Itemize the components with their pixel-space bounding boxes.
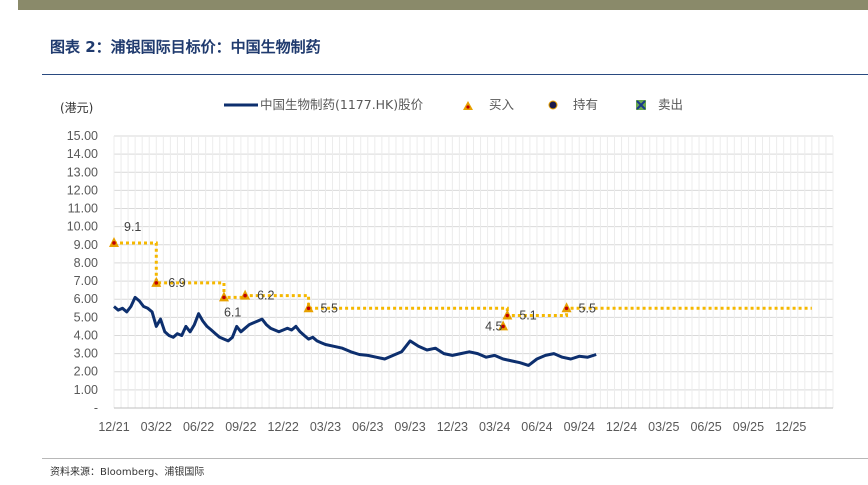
data-label-2: 6.1	[224, 305, 241, 319]
x-tick-label: 09/25	[733, 420, 764, 434]
x-tick-label: 06/24	[521, 420, 552, 434]
data-label-6: 5.1	[519, 309, 536, 323]
y-tick-label: 13.00	[67, 165, 98, 179]
x-tick-label: 12/24	[606, 420, 637, 434]
buy-marker-dot-0	[112, 241, 116, 245]
y-tick-label: 1.00	[74, 383, 98, 397]
y-tick-label: 8.00	[74, 256, 98, 270]
target-price-steps	[114, 241, 812, 318]
y-axis-ticks: - 1.00 2.00 3.00 4.00 5.00 6.00 7.00 8.00 9.00 10.…	[67, 129, 98, 415]
source-note: 资料来源：Bloomberg、浦银国际	[50, 467, 205, 478]
x-tick-label: 12/23	[437, 420, 468, 434]
y-tick-label: 2.00	[74, 365, 98, 379]
chart-legend: 中国生物制药(1177.HK)股价 买入 持有 卖出	[224, 97, 683, 112]
buy-marker-dot-3	[243, 293, 247, 298]
x-tick-label: 06/22	[183, 420, 214, 434]
x-tick-label: 12/25	[775, 420, 806, 434]
price-series	[113, 295, 597, 367]
buy-markers: 9.1 6.9 6.1 6.2 5.5 4.5 5.1 5.5	[109, 220, 596, 333]
legend-label-sell: 卖出	[658, 97, 683, 112]
target-price-line	[114, 241, 812, 318]
legend-label-price: 中国生物制药(1177.HK)股价	[260, 97, 424, 112]
buy-marker-dot-2	[222, 295, 226, 300]
x-axis-ticks: 12/21 03/22 06/22 09/22 12/22 03/23 06/23 09/23…	[98, 420, 806, 434]
price-target-chart: - 1.00 2.00 3.00 4.00 5.00 6.00 7.00 8.00 9.00 10.…	[60, 97, 834, 434]
data-label-3: 6.2	[257, 289, 274, 303]
x-tick-label: 03/25	[648, 420, 679, 434]
y-tick-label: 10.00	[67, 220, 98, 234]
footer-divider	[42, 458, 868, 459]
y-tick-label: -	[94, 401, 98, 415]
y-tick-label: 5.00	[74, 310, 98, 324]
price-line	[113, 295, 597, 367]
triangle-dot-icon	[466, 105, 470, 109]
y-tick-label: 9.00	[74, 238, 98, 252]
x-tick-label: 03/24	[479, 420, 510, 434]
y-tick-label: 3.00	[74, 347, 98, 361]
x-cross-icon	[636, 100, 646, 110]
x-tick-label: 09/24	[564, 420, 595, 434]
y-tick-label: 11.00	[68, 202, 98, 216]
buy-marker-dot-7	[564, 306, 569, 311]
buy-marker-dot-6	[505, 313, 510, 318]
y-axis-unit: (港元)	[60, 101, 93, 115]
x-tick-label: 06/25	[690, 420, 721, 434]
y-tick-label: 14.00	[67, 147, 98, 161]
data-label-7: 5.5	[579, 301, 596, 315]
data-label-0: 9.1	[124, 220, 141, 234]
y-tick-label: 6.00	[74, 292, 98, 306]
figure-title: 图表 2：浦银国际目标价：中国生物制药	[50, 38, 321, 56]
y-tick-label: 4.00	[74, 328, 98, 342]
x-tick-label: 09/22	[225, 420, 256, 434]
top-accent-bar	[18, 0, 868, 10]
y-tick-label: 12.00	[67, 183, 98, 197]
data-label-5: 4.5	[485, 319, 502, 333]
buy-marker-dot-4	[306, 306, 311, 311]
buy-marker-dot-1	[154, 281, 159, 285]
data-label-4: 5.5	[321, 301, 338, 315]
title-divider	[42, 74, 868, 75]
data-label-1: 6.9	[168, 276, 185, 290]
x-tick-label: 03/23	[310, 420, 341, 434]
buy-marker-dot-5	[501, 324, 505, 329]
circle-icon	[548, 100, 558, 110]
y-tick-label: 15.00	[67, 129, 98, 143]
x-tick-label: 12/21	[98, 420, 129, 434]
y-tick-label: 7.00	[74, 274, 98, 288]
x-tick-label: 12/22	[268, 420, 299, 434]
gridlines	[113, 135, 834, 408]
x-tick-label: 09/23	[394, 420, 425, 434]
legend-label-hold: 持有	[573, 97, 598, 112]
x-tick-label: 06/23	[352, 420, 383, 434]
legend-label-buy: 买入	[489, 97, 515, 112]
x-tick-label: 03/22	[141, 420, 172, 434]
